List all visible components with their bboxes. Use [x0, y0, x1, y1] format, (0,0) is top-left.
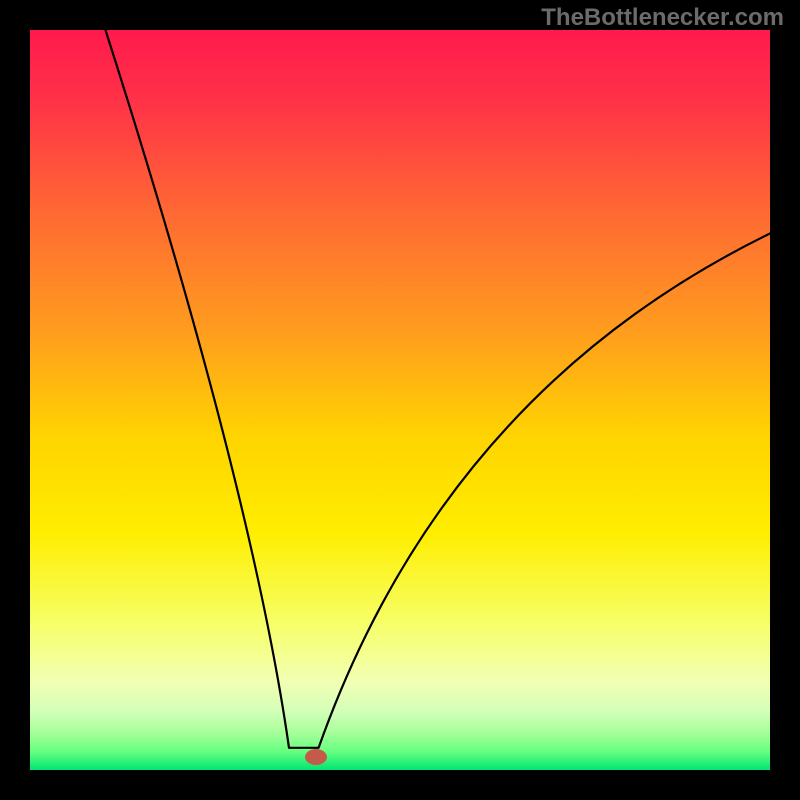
apex-marker — [305, 749, 327, 765]
chart-frame: TheBottlenecker.com — [0, 0, 800, 800]
watermark-text: TheBottlenecker.com — [541, 4, 784, 32]
v-curve — [30, 30, 770, 770]
plot-area — [30, 30, 770, 770]
